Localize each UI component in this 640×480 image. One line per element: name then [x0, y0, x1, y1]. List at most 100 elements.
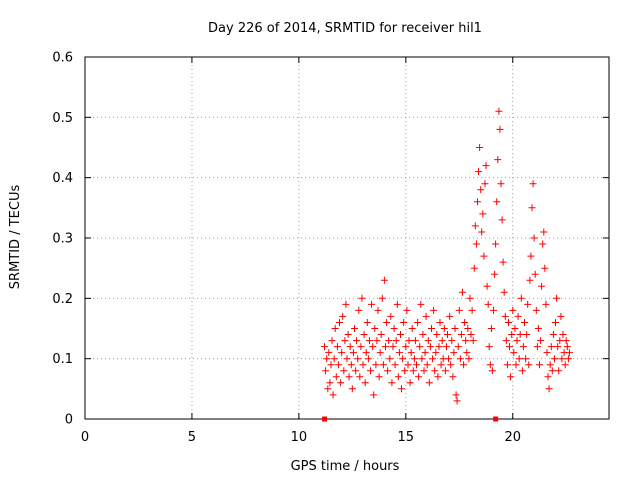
- data-point: [558, 355, 566, 363]
- y-tick-label: 0.1: [52, 352, 73, 367]
- data-point: [542, 300, 550, 308]
- data-point: [537, 337, 545, 345]
- data-point: [325, 349, 333, 357]
- data-point: [332, 373, 340, 381]
- data-point: [522, 355, 530, 363]
- data-point: [457, 331, 465, 338]
- data-point: [429, 355, 437, 363]
- data-point: [426, 343, 434, 351]
- data-point: [539, 240, 547, 248]
- data-point: [409, 367, 417, 375]
- data-point: [533, 343, 541, 351]
- data-point: [433, 331, 441, 338]
- data-point: [446, 312, 454, 320]
- data-point: [448, 337, 456, 345]
- baseline-marker: [493, 416, 499, 422]
- data-point: [418, 355, 426, 363]
- data-point: [334, 361, 342, 369]
- x-tick-label: 5: [188, 430, 196, 445]
- data-point: [444, 331, 451, 338]
- data-point: [440, 325, 448, 332]
- data-point: [517, 294, 525, 302]
- data-point: [515, 355, 523, 363]
- data-point: [507, 373, 515, 381]
- data-point: [346, 343, 354, 351]
- data-point: [321, 343, 328, 351]
- data-point: [392, 337, 400, 345]
- data-point: [375, 373, 383, 381]
- data-point: [451, 325, 459, 332]
- data-point: [354, 355, 362, 363]
- data-point: [482, 162, 490, 170]
- data-point: [416, 343, 424, 351]
- data-point: [495, 107, 503, 115]
- data-point: [386, 355, 394, 363]
- data-point: [373, 337, 381, 345]
- data-point: [326, 379, 334, 387]
- data-point: [323, 355, 331, 363]
- data-point: [483, 282, 491, 290]
- data-point: [347, 361, 355, 369]
- data-point: [480, 252, 488, 260]
- data-point: [464, 325, 472, 332]
- data-point: [514, 312, 522, 320]
- data-point: [371, 325, 379, 332]
- data-point: [469, 337, 477, 345]
- data-point: [422, 312, 430, 320]
- data-point: [477, 186, 485, 194]
- data-point: [521, 319, 528, 326]
- data-point: [322, 367, 330, 375]
- data-point: [404, 361, 412, 369]
- data-point: [356, 373, 364, 381]
- data-point: [407, 349, 415, 357]
- data-point: [383, 319, 391, 326]
- data-point: [486, 361, 494, 369]
- data-point: [519, 343, 527, 351]
- data-point: [505, 319, 512, 326]
- data-point: [434, 373, 442, 381]
- data-point: [395, 349, 403, 357]
- data-point: [479, 210, 487, 218]
- data-point: [472, 240, 480, 248]
- data-point: [548, 367, 556, 375]
- data-point: [380, 276, 388, 284]
- data-point: [463, 349, 471, 357]
- data-point: [525, 361, 533, 369]
- data-point: [405, 337, 413, 345]
- data-point: [399, 355, 407, 363]
- data-point: [541, 264, 549, 272]
- data-point: [461, 319, 469, 326]
- data-point: [393, 300, 401, 308]
- data-point: [423, 361, 431, 369]
- data-point: [484, 300, 492, 308]
- data-point: [478, 228, 486, 236]
- data-point: [447, 361, 455, 369]
- data-point: [421, 349, 429, 357]
- data-point: [330, 355, 338, 363]
- data-point: [438, 337, 446, 345]
- y-axis-label: SRMTID / TECUs: [8, 185, 23, 290]
- data-point: [410, 355, 418, 363]
- data-point: [538, 282, 546, 290]
- data-point: [453, 397, 461, 405]
- data-point: [368, 300, 376, 308]
- data-point: [524, 300, 532, 308]
- data-point: [518, 367, 526, 375]
- data-point: [372, 361, 380, 369]
- y-tick-label: 0.3: [52, 232, 73, 247]
- data-point: [529, 180, 537, 188]
- y-tick-label: 0.6: [52, 51, 73, 66]
- data-point: [361, 379, 369, 387]
- data-point: [562, 337, 570, 345]
- data-point: [500, 288, 508, 296]
- data-point: [359, 361, 367, 369]
- data-point: [406, 379, 414, 387]
- data-point: [499, 258, 507, 266]
- data-point: [355, 306, 363, 314]
- data-point: [357, 343, 365, 351]
- data-point: [474, 198, 481, 206]
- data-point: [431, 367, 439, 375]
- x-tick-label: 20: [504, 430, 521, 445]
- data-point: [414, 319, 422, 326]
